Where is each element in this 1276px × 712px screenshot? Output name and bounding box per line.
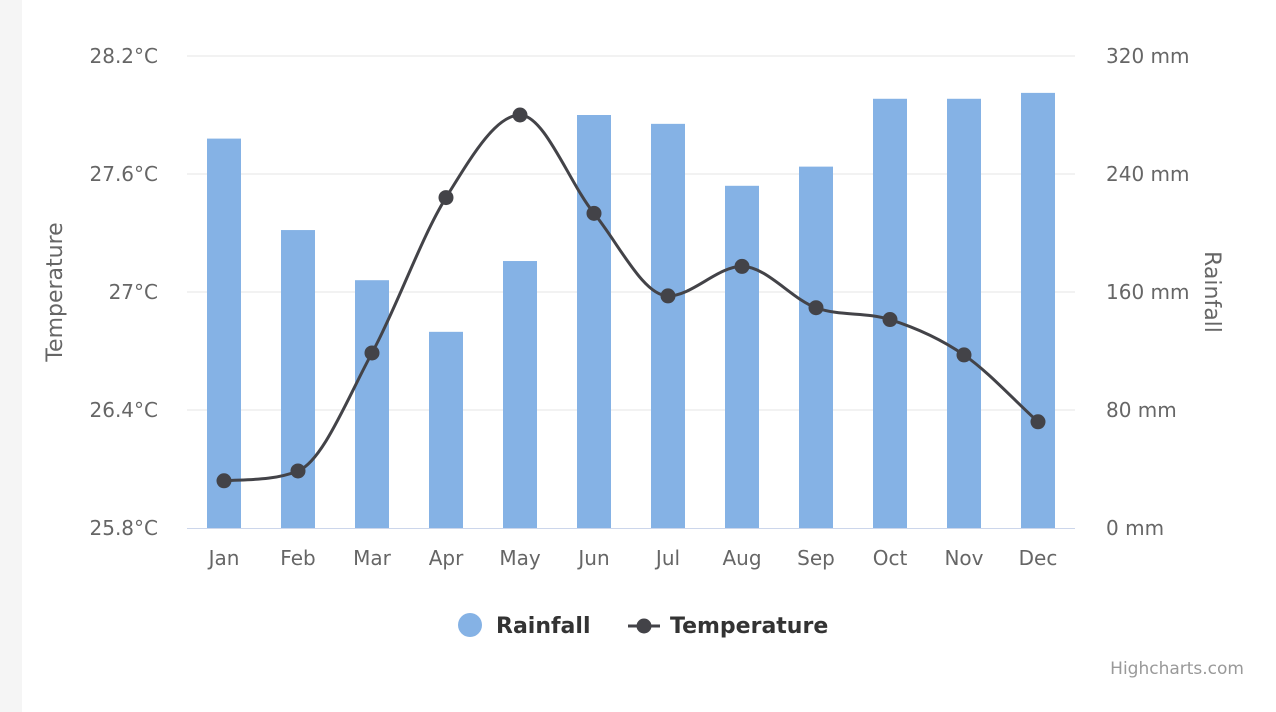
y-right-tick-label: 240 mm [1106,162,1190,186]
x-tick-label: Jun [576,546,609,570]
legend-temperature-marker-symbol [636,618,652,634]
x-tick-label: Aug [722,546,761,570]
rainfall-bar [429,331,463,528]
temperature-marker [882,312,898,328]
y-right-tick-label: 0 mm [1106,516,1164,540]
rainfall-bar [355,280,389,528]
rainfall-bar [1021,92,1055,528]
rainfall-bar [947,98,981,529]
legend-rainfall-symbol [458,613,482,637]
legend-temperature-label: Temperature [670,614,828,639]
rainfall-bar [725,185,759,529]
temperature-marker [216,473,232,489]
x-tick-label: Jul [654,546,680,570]
temperature-marker [290,463,306,479]
x-tick-label: Sep [797,546,835,570]
x-tick-label: Nov [944,546,983,570]
x-tick-label: Apr [429,546,464,570]
y-left-tick-label: 26.4°C [90,398,159,422]
temperature-marker [660,288,676,304]
y-right-axis-title: Rainfall [1199,251,1224,333]
x-tick-label: Jan [207,546,240,570]
temperature-marker [1030,414,1046,430]
x-tick-label: Mar [353,546,392,570]
temperature-marker [586,205,602,221]
temperature-line [222,113,1040,483]
chart-svg: 25.8°C 26.4°C 27°C 27.6°C 28.2°C 0 mm 80 mm 160… [43,44,1244,679]
rainfall-bar [651,123,685,528]
rainfall-bar [281,230,315,529]
credits-text: Highcharts.com [1110,659,1244,679]
y-left-tick-label: 27°C [109,280,158,304]
temperature-marker [364,345,380,361]
temperature-marker [438,190,454,206]
y-left-tick-label: 28.2°C [90,44,159,68]
x-tick-label: May [499,546,541,570]
y-right-tick-label: 160 mm [1106,280,1190,304]
chart-container: 25.8°C 26.4°C 27°C 27.6°C 28.2°C 0 mm 80 mm 160… [22,0,1276,712]
y-right-tick-label: 320 mm [1106,44,1190,68]
temperature-marker [808,300,824,316]
y-left-axis-title: Temperature [43,222,68,362]
rainfall-bar [207,138,241,528]
legend-rainfall-label: Rainfall [496,614,591,639]
x-tick-label: Feb [280,546,315,570]
x-tick-label: Oct [873,546,908,570]
y-right-tick-label: 80 mm [1106,398,1177,422]
temperature-marker [512,107,528,123]
rainfall-bar [799,166,833,528]
temperature-marker [956,347,972,363]
rainfall-bar [577,115,611,528]
y-left-tick-label: 27.6°C [90,162,159,186]
temperature-marker [734,258,750,274]
y-left-tick-label: 25.8°C [90,516,159,540]
rainfall-bar [503,261,537,528]
x-tick-label: Dec [1019,546,1058,570]
